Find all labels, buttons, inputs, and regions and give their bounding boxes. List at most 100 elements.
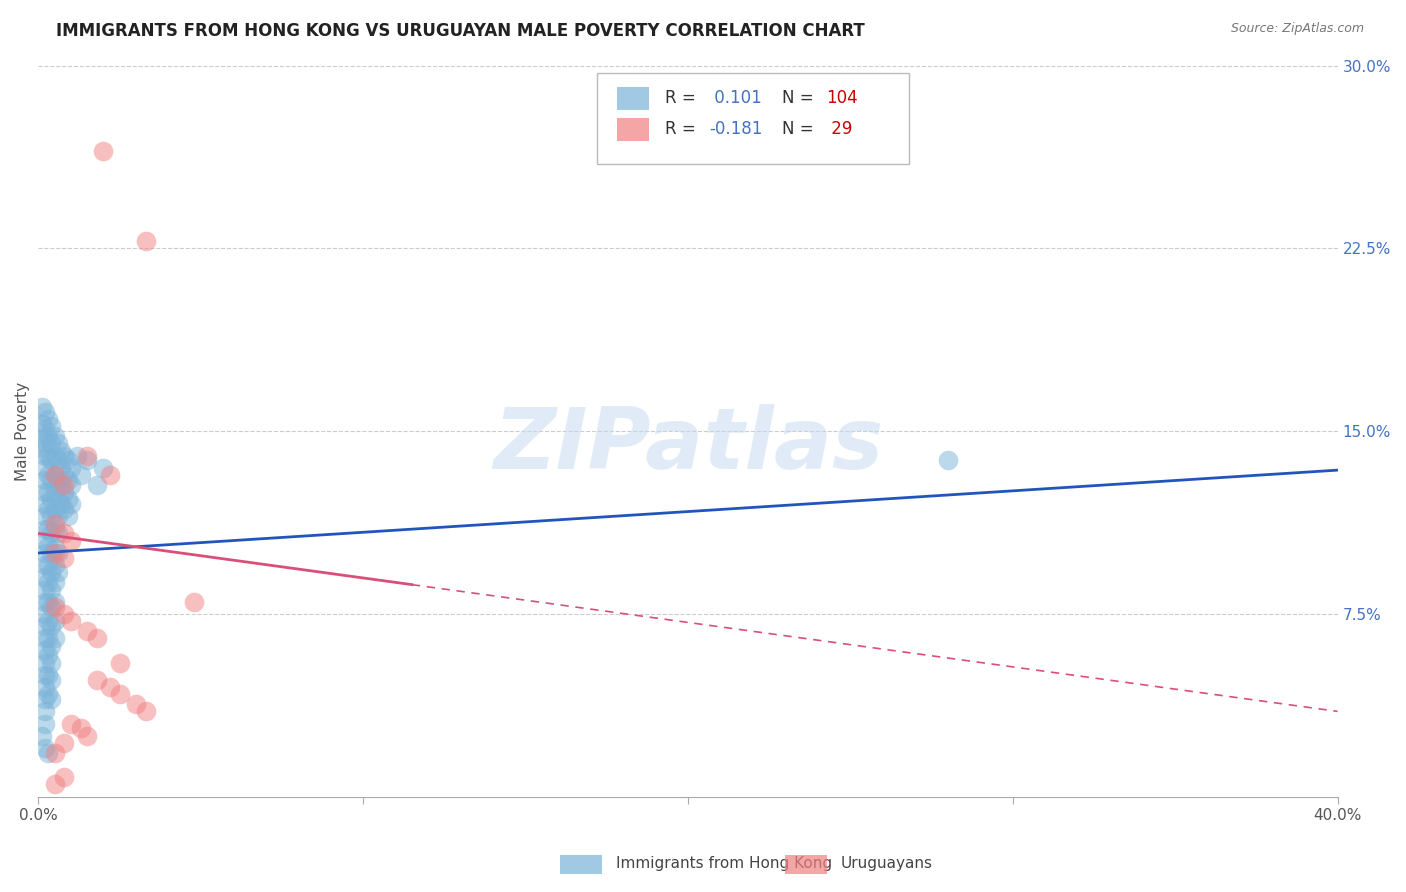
- Point: [46, 509, 69, 524]
- Point: [34, 632, 56, 646]
- Point: [34, 546, 56, 560]
- Point: [53, 736, 76, 750]
- Point: [41, 473, 63, 487]
- Point: [135, 234, 157, 248]
- Point: [135, 705, 157, 719]
- Point: [53, 477, 76, 491]
- Point: [44, 449, 66, 463]
- Text: 104: 104: [825, 89, 858, 108]
- Point: [31, 432, 53, 446]
- Point: [34, 449, 56, 463]
- Text: 0.101: 0.101: [709, 89, 762, 108]
- Point: [59, 497, 82, 511]
- Point: [41, 619, 63, 633]
- Text: 29: 29: [825, 120, 852, 138]
- Point: [44, 632, 66, 646]
- Point: [37, 412, 59, 426]
- Point: [34, 619, 56, 633]
- Point: [41, 546, 63, 560]
- Point: [53, 607, 76, 621]
- Point: [41, 492, 63, 507]
- Point: [76, 729, 98, 743]
- Point: [34, 473, 56, 487]
- Point: [37, 429, 59, 443]
- Point: [53, 468, 76, 483]
- Point: [53, 502, 76, 516]
- Point: [49, 460, 72, 475]
- Point: [41, 673, 63, 687]
- Point: [41, 566, 63, 580]
- Point: [37, 558, 59, 573]
- Point: [34, 716, 56, 731]
- Point: [46, 436, 69, 450]
- Point: [59, 614, 82, 628]
- Point: [44, 485, 66, 500]
- Point: [41, 692, 63, 706]
- Point: [44, 595, 66, 609]
- Point: [37, 485, 59, 500]
- Point: [34, 680, 56, 694]
- Point: [91, 144, 114, 158]
- Point: [37, 449, 59, 463]
- Point: [46, 546, 69, 560]
- Text: Source: ZipAtlas.com: Source: ZipAtlas.com: [1230, 22, 1364, 36]
- Point: [41, 526, 63, 541]
- Point: [41, 582, 63, 597]
- Text: ZIPatlas: ZIPatlas: [494, 404, 883, 487]
- Point: [37, 687, 59, 701]
- Point: [41, 453, 63, 467]
- Point: [66, 449, 89, 463]
- Point: [44, 468, 66, 483]
- Point: [34, 522, 56, 536]
- Point: [41, 656, 63, 670]
- Point: [86, 632, 108, 646]
- Point: [44, 516, 66, 531]
- Point: [37, 668, 59, 682]
- Point: [56, 473, 79, 487]
- Point: [34, 705, 56, 719]
- Point: [53, 449, 76, 463]
- Point: [31, 729, 53, 743]
- Point: [34, 436, 56, 450]
- Point: [46, 526, 69, 541]
- Point: [34, 509, 56, 524]
- Point: [41, 436, 63, 450]
- Point: [44, 541, 66, 555]
- Point: [46, 492, 69, 507]
- Point: [44, 502, 66, 516]
- Point: [59, 477, 82, 491]
- Text: N =: N =: [782, 89, 818, 108]
- Y-axis label: Male Poverty: Male Poverty: [15, 382, 30, 481]
- Point: [37, 632, 59, 646]
- Text: IMMIGRANTS FROM HONG KONG VS URUGUAYAN MALE POVERTY CORRELATION CHART: IMMIGRANTS FROM HONG KONG VS URUGUAYAN M…: [56, 22, 865, 40]
- Point: [46, 566, 69, 580]
- Text: R =: R =: [665, 120, 700, 138]
- Point: [34, 692, 56, 706]
- Point: [34, 656, 56, 670]
- Point: [53, 770, 76, 784]
- Point: [44, 777, 66, 791]
- Point: [41, 509, 63, 524]
- Point: [108, 656, 131, 670]
- Point: [31, 441, 53, 455]
- Point: [86, 477, 108, 491]
- Point: [125, 697, 148, 711]
- Point: [31, 417, 53, 431]
- Point: [34, 460, 56, 475]
- Text: Uruguayans: Uruguayans: [841, 856, 932, 871]
- Point: [37, 648, 59, 663]
- Point: [34, 404, 56, 418]
- Point: [34, 558, 56, 573]
- Point: [53, 485, 76, 500]
- Point: [91, 460, 114, 475]
- Text: Immigrants from Hong Kong: Immigrants from Hong Kong: [616, 856, 832, 871]
- Point: [44, 558, 66, 573]
- Point: [34, 582, 56, 597]
- Point: [56, 509, 79, 524]
- Point: [34, 570, 56, 584]
- Point: [183, 595, 205, 609]
- Point: [936, 453, 959, 467]
- Point: [37, 575, 59, 590]
- Point: [41, 639, 63, 653]
- Point: [34, 422, 56, 436]
